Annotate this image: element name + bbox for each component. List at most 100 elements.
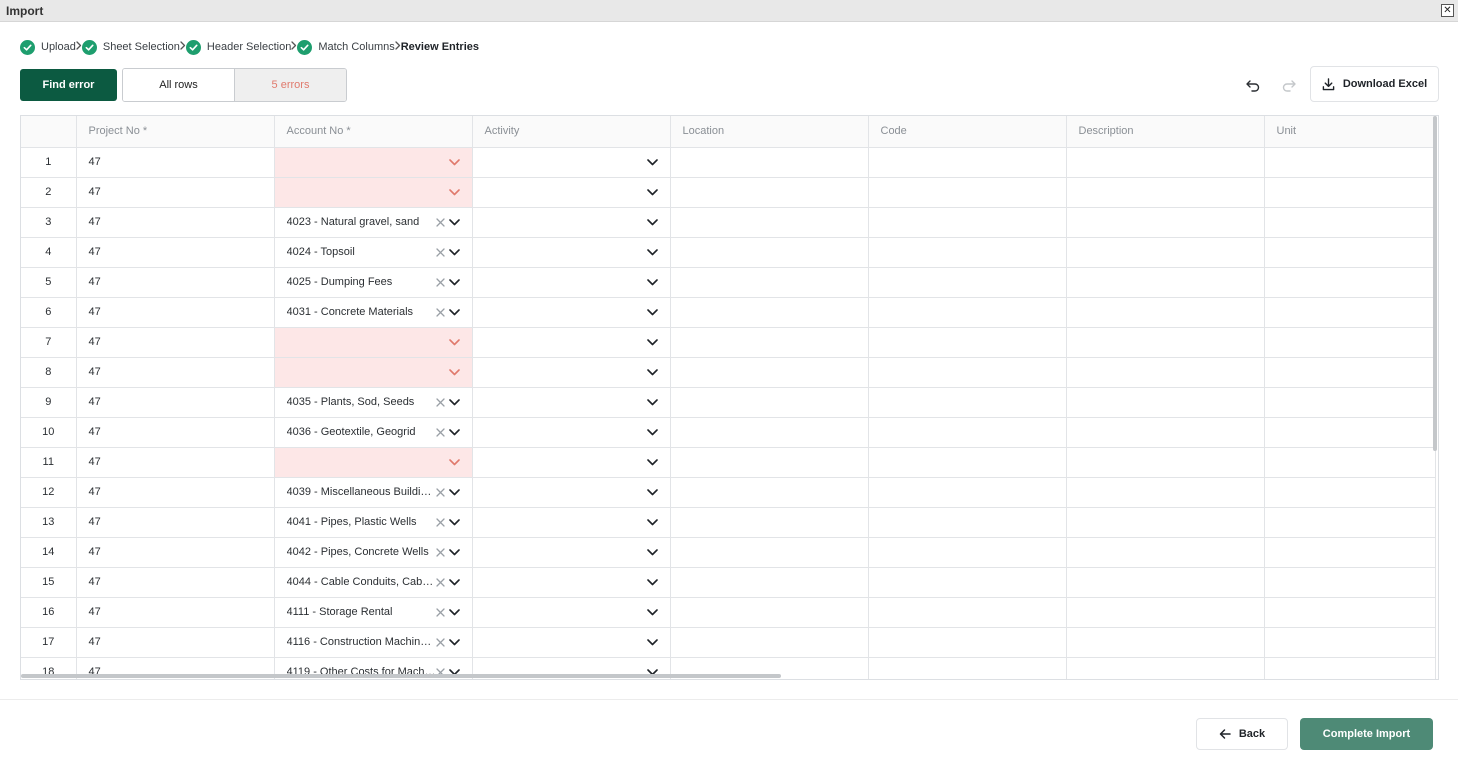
location-cell[interactable] xyxy=(670,507,869,538)
unit-cell[interactable] xyxy=(1264,477,1436,508)
code-cell[interactable] xyxy=(868,207,1067,238)
code-cell[interactable] xyxy=(868,507,1067,538)
unit-cell[interactable] xyxy=(1264,147,1436,178)
project-no-cell[interactable]: 47 xyxy=(76,387,275,418)
chevron-down-icon[interactable] xyxy=(646,278,658,286)
location-cell[interactable] xyxy=(670,537,869,568)
clear-icon[interactable] xyxy=(435,247,445,257)
code-cell[interactable] xyxy=(868,417,1067,448)
description-cell[interactable] xyxy=(1066,537,1265,568)
chevron-down-icon[interactable] xyxy=(448,278,460,286)
activity-select[interactable] xyxy=(472,237,671,268)
location-cell[interactable] xyxy=(670,297,869,328)
activity-select[interactable] xyxy=(472,627,671,658)
project-no-cell[interactable]: 47 xyxy=(76,357,275,388)
account-no-select[interactable]: 4111 - Storage Rental xyxy=(274,597,473,628)
code-cell[interactable] xyxy=(868,537,1067,568)
description-cell[interactable] xyxy=(1066,267,1265,298)
location-cell[interactable] xyxy=(670,627,869,658)
filter-all-rows[interactable]: All rows xyxy=(123,69,235,101)
code-cell[interactable] xyxy=(868,297,1067,328)
description-cell[interactable] xyxy=(1066,567,1265,598)
project-no-cell[interactable]: 47 xyxy=(76,207,275,238)
account-no-select[interactable] xyxy=(274,447,473,478)
account-no-select[interactable] xyxy=(274,357,473,388)
back-button[interactable]: Back xyxy=(1196,718,1288,750)
code-cell[interactable] xyxy=(868,567,1067,598)
location-cell[interactable] xyxy=(670,147,869,178)
activity-select[interactable] xyxy=(472,567,671,598)
activity-select[interactable] xyxy=(472,537,671,568)
activity-select[interactable] xyxy=(472,177,671,208)
activity-select[interactable] xyxy=(472,507,671,538)
chevron-down-icon[interactable] xyxy=(448,338,460,346)
clear-icon[interactable] xyxy=(435,517,445,527)
account-no-select[interactable]: 4035 - Plants, Sod, Seeds xyxy=(274,387,473,418)
chevron-down-icon[interactable] xyxy=(646,188,658,196)
unit-cell[interactable] xyxy=(1264,657,1436,679)
unit-cell[interactable] xyxy=(1264,537,1436,568)
location-cell[interactable] xyxy=(670,237,869,268)
description-cell[interactable] xyxy=(1066,237,1265,268)
close-icon[interactable]: ✕ xyxy=(1441,4,1454,17)
description-cell[interactable] xyxy=(1066,447,1265,478)
project-no-cell[interactable]: 47 xyxy=(76,417,275,448)
location-cell[interactable] xyxy=(670,417,869,448)
account-no-select[interactable]: 4041 - Pipes, Plastic Wells xyxy=(274,507,473,538)
location-cell[interactable] xyxy=(670,447,869,478)
account-no-select[interactable]: 4025 - Dumping Fees xyxy=(274,267,473,298)
chevron-down-icon[interactable] xyxy=(448,248,460,256)
account-no-select[interactable]: 4116 - Construction Machiner... xyxy=(274,627,473,658)
unit-cell[interactable] xyxy=(1264,597,1436,628)
activity-select[interactable] xyxy=(472,297,671,328)
project-no-cell[interactable]: 47 xyxy=(76,267,275,298)
clear-icon[interactable] xyxy=(435,637,445,647)
location-cell[interactable] xyxy=(670,387,869,418)
chevron-down-icon[interactable] xyxy=(646,338,658,346)
horizontal-scrollbar[interactable] xyxy=(21,674,781,678)
project-no-cell[interactable]: 47 xyxy=(76,147,275,178)
account-no-select[interactable]: 4039 - Miscellaneous Building ... xyxy=(274,477,473,508)
location-cell[interactable] xyxy=(670,267,869,298)
column-header-project-no[interactable]: Project No * xyxy=(76,116,275,148)
clear-icon[interactable] xyxy=(435,217,445,227)
project-no-cell[interactable]: 47 xyxy=(76,537,275,568)
project-no-cell[interactable]: 47 xyxy=(76,327,275,358)
code-cell[interactable] xyxy=(868,177,1067,208)
chevron-down-icon[interactable] xyxy=(646,368,658,376)
chevron-down-icon[interactable] xyxy=(448,188,460,196)
unit-cell[interactable] xyxy=(1264,387,1436,418)
account-no-select[interactable]: 4036 - Geotextile, Geogrid xyxy=(274,417,473,448)
project-no-cell[interactable]: 47 xyxy=(76,177,275,208)
account-no-select[interactable]: 4024 - Topsoil xyxy=(274,237,473,268)
account-no-select[interactable] xyxy=(274,177,473,208)
project-no-cell[interactable]: 47 xyxy=(76,447,275,478)
location-cell[interactable] xyxy=(670,477,869,508)
project-no-cell[interactable]: 47 xyxy=(76,297,275,328)
description-cell[interactable] xyxy=(1066,387,1265,418)
code-cell[interactable] xyxy=(868,267,1067,298)
chevron-down-icon[interactable] xyxy=(646,578,658,586)
chevron-down-icon[interactable] xyxy=(646,518,658,526)
code-cell[interactable] xyxy=(868,387,1067,418)
chevron-down-icon[interactable] xyxy=(448,608,460,616)
chevron-down-icon[interactable] xyxy=(646,158,658,166)
account-no-select[interactable] xyxy=(274,327,473,358)
description-cell[interactable] xyxy=(1066,147,1265,178)
description-cell[interactable] xyxy=(1066,627,1265,658)
description-cell[interactable] xyxy=(1066,477,1265,508)
clear-icon[interactable] xyxy=(435,427,445,437)
code-cell[interactable] xyxy=(868,147,1067,178)
chevron-down-icon[interactable] xyxy=(448,518,460,526)
column-header-description[interactable]: Description xyxy=(1066,116,1265,148)
project-no-cell[interactable]: 47 xyxy=(76,507,275,538)
unit-cell[interactable] xyxy=(1264,627,1436,658)
location-cell[interactable] xyxy=(670,357,869,388)
code-cell[interactable] xyxy=(868,627,1067,658)
complete-import-button[interactable]: Complete Import xyxy=(1300,718,1433,750)
code-cell[interactable] xyxy=(868,477,1067,508)
unit-cell[interactable] xyxy=(1264,297,1436,328)
column-header-code[interactable]: Code xyxy=(868,116,1067,148)
activity-select[interactable] xyxy=(472,327,671,358)
location-cell[interactable] xyxy=(670,207,869,238)
